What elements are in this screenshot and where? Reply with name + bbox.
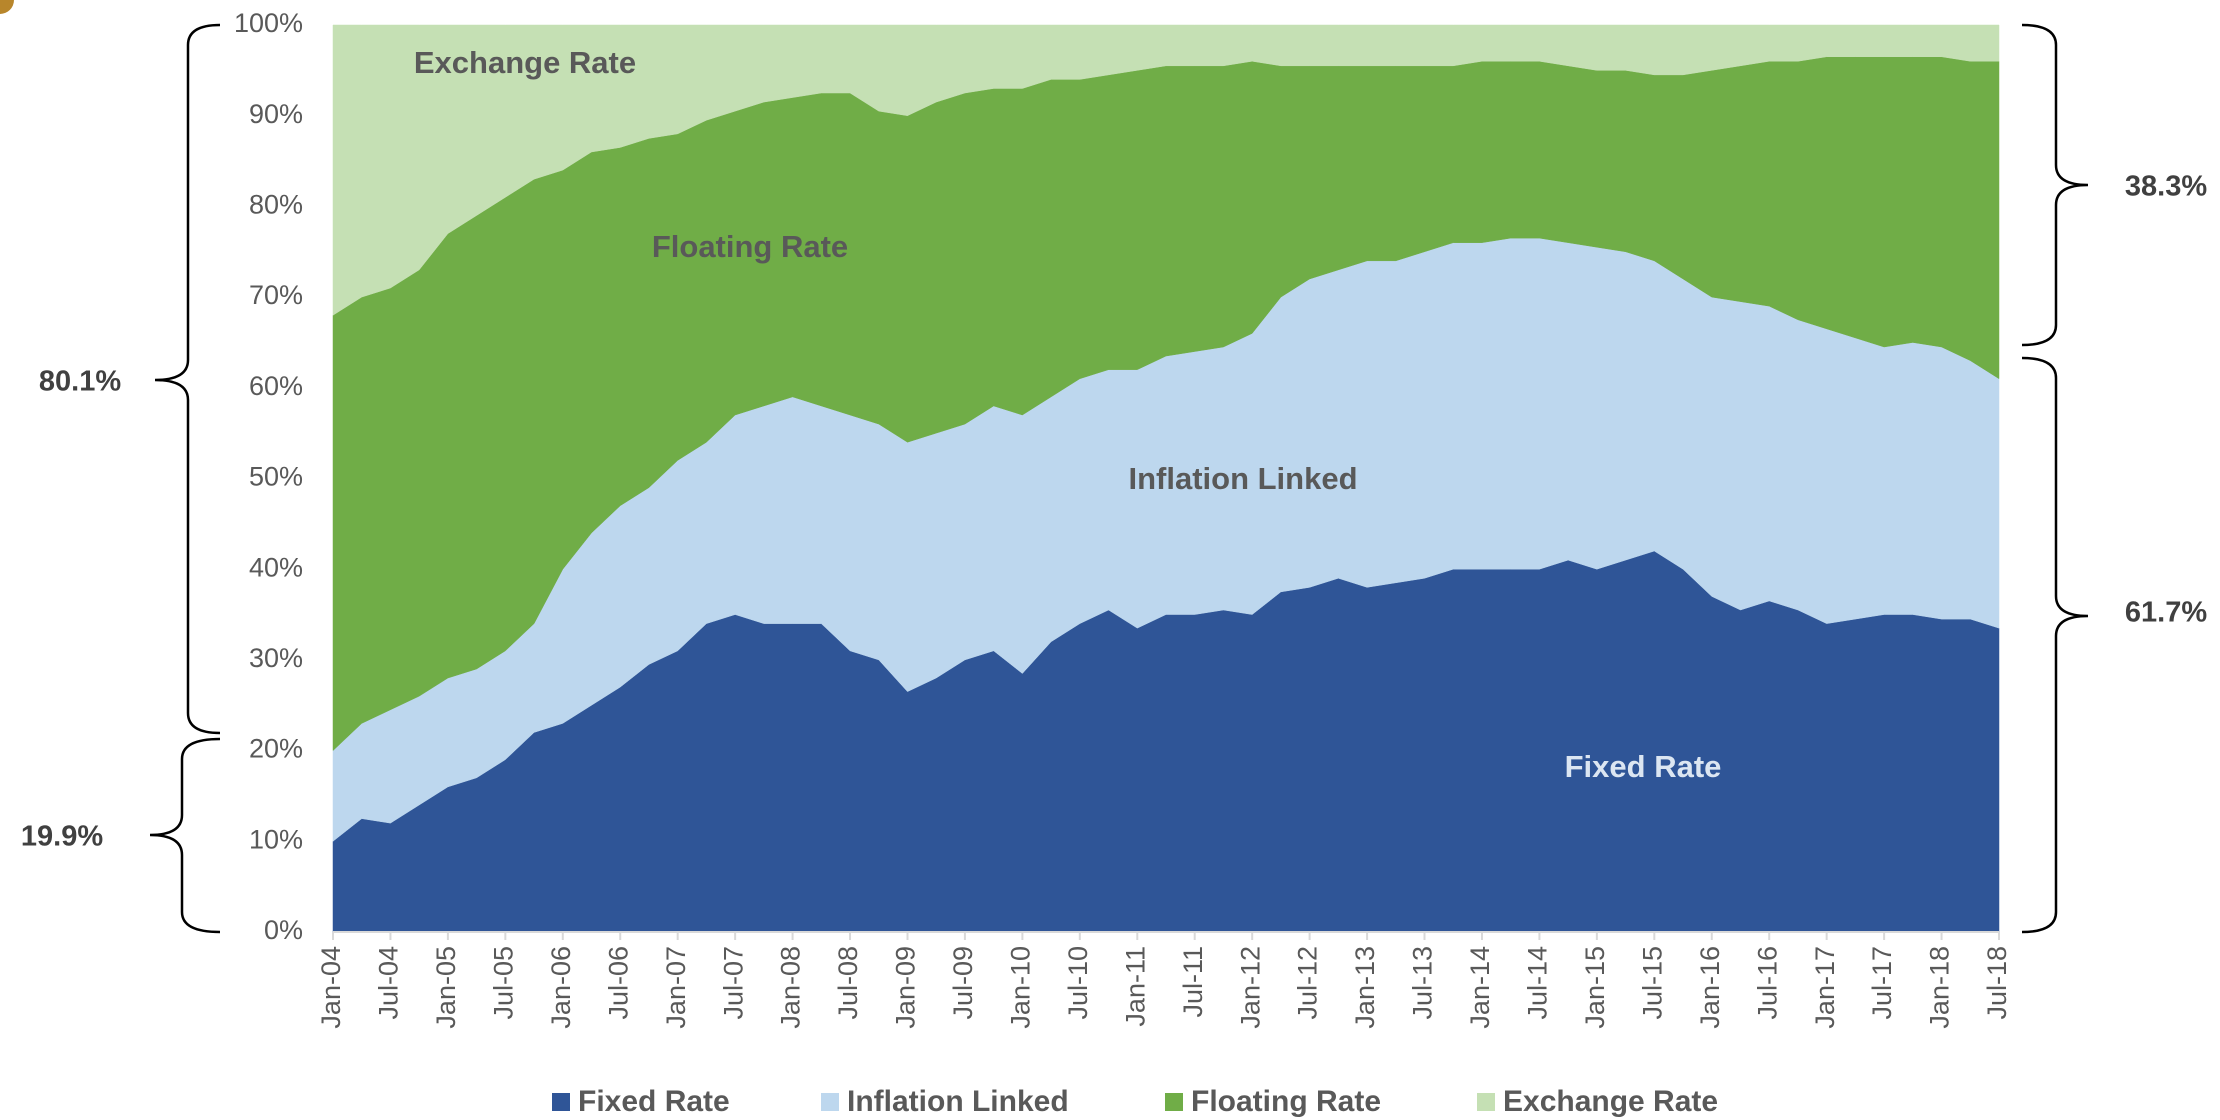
y-tick-label: 40% (249, 552, 303, 582)
legend-swatch (552, 1093, 570, 1111)
x-tick-label: Jan-08 (776, 946, 806, 1029)
x-tick-label: Jul-05 (488, 946, 518, 1020)
y-tick-label: 10% (249, 824, 303, 854)
x-tick-label: Jan-10 (1006, 946, 1036, 1029)
x-tick-label: Jan-15 (1580, 946, 1610, 1029)
x-tick-label: Jan-16 (1695, 946, 1725, 1029)
y-tick-label: 70% (249, 280, 303, 310)
x-tick-label: Jan-05 (431, 946, 461, 1029)
corner-logo (0, 0, 14, 14)
legend-label: Inflation Linked (847, 1085, 1069, 1118)
x-tick-label: Jan-06 (546, 946, 576, 1029)
x-tick-label: Jan-18 (1925, 946, 1955, 1029)
x-tick-label: Jul-04 (374, 946, 404, 1020)
legend-swatch (1165, 1093, 1183, 1111)
y-tick-label: 100% (234, 8, 303, 38)
areas (332, 24, 2000, 933)
y-tick-label: 50% (249, 462, 303, 492)
legend-label: Exchange Rate (1503, 1085, 1718, 1118)
x-tick-label: Jan-04 (316, 946, 346, 1029)
legend-swatch (1477, 1093, 1495, 1111)
x-tick-label: Jul-16 (1752, 946, 1782, 1020)
area-annotation: Floating Rate (652, 229, 848, 264)
x-tick-label: Jul-14 (1523, 946, 1553, 1020)
x-tick-label: Jul-08 (833, 946, 863, 1020)
x-tick-label: Jan-12 (1235, 946, 1265, 1029)
y-tick-label: 60% (249, 371, 303, 401)
brace-label: 61.7% (2125, 597, 2207, 629)
legend-label: Floating Rate (1191, 1085, 1381, 1118)
brace (2021, 23, 2089, 347)
y-tick-label: 90% (249, 99, 303, 129)
brace-label: 38.3% (2125, 171, 2207, 203)
x-tick-label: Jan-14 (1465, 946, 1495, 1029)
area (332, 24, 2000, 316)
brace-label: 80.1% (39, 366, 121, 398)
x-tick-label: Jul-07 (718, 946, 748, 1020)
y-tick-label: 20% (249, 734, 303, 764)
x-tick-label: Jan-09 (891, 946, 921, 1029)
legend-label: Fixed Rate (578, 1085, 730, 1118)
x-tick-label: Jul-15 (1637, 946, 1667, 1020)
brace (149, 737, 221, 934)
area-annotation: Fixed Rate (1565, 749, 1722, 784)
legend-swatch (821, 1093, 839, 1111)
x-tick-label: Jan-07 (661, 946, 691, 1029)
y-tick-label: 80% (249, 190, 303, 220)
brace (2021, 356, 2089, 934)
x-tick-label: Jul-12 (1293, 946, 1323, 1020)
y-tick-label: 30% (249, 643, 303, 673)
x-tick-label: Jul-18 (1982, 946, 2012, 1020)
area-annotation: Exchange Rate (414, 45, 636, 80)
brace-label: 19.9% (21, 821, 103, 853)
x-tick-label: Jul-13 (1408, 946, 1438, 1020)
x-tick-label: Jul-10 (1063, 946, 1093, 1020)
x-tick-label: Jan-13 (1350, 946, 1380, 1029)
x-tick-label: Jul-17 (1867, 946, 1897, 1020)
area-annotation: Inflation Linked (1128, 461, 1357, 496)
x-tick-label: Jan-11 (1120, 946, 1150, 1027)
x-tick-label: Jul-06 (603, 946, 633, 1020)
x-tick-label: Jan-17 (1810, 946, 1840, 1029)
x-tick-label: Jul-11 (1178, 946, 1208, 1018)
x-tick-label: Jul-09 (948, 946, 978, 1020)
y-tick-label: 0% (264, 915, 303, 945)
brace (154, 23, 221, 735)
